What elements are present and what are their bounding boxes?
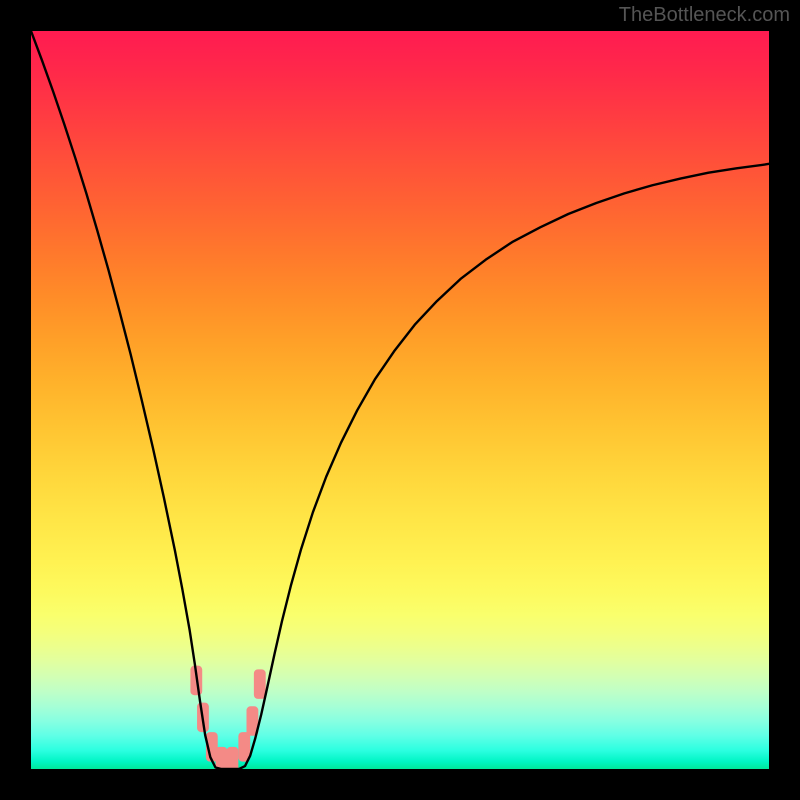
curve-line [31, 31, 769, 769]
data-marker [227, 747, 239, 769]
data-marker [254, 669, 266, 699]
bottleneck-curve [31, 31, 769, 769]
plot-area [31, 31, 769, 769]
chart-frame: TheBottleneck.com [0, 0, 800, 800]
watermark-label: TheBottleneck.com [619, 4, 790, 27]
data-marker [216, 747, 228, 769]
